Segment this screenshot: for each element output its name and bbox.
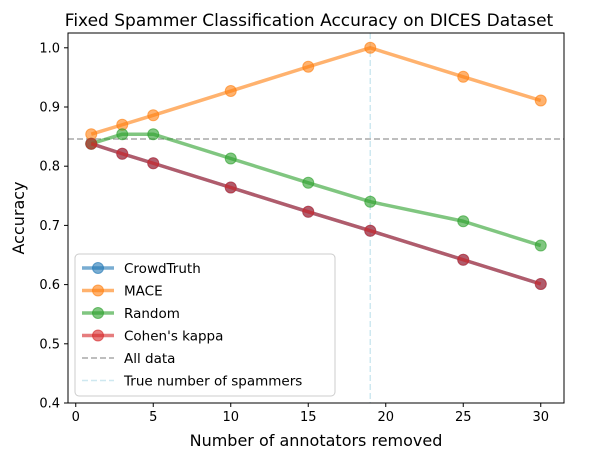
cohen-s-kappa-point [364, 224, 377, 237]
legend-entry-mace: MACE [82, 284, 163, 300]
cohen-s-kappa-point [534, 278, 547, 291]
mace-point [534, 94, 547, 107]
legend-swatch-marker [92, 262, 104, 274]
legend-entry-cohen-s-kappa: Cohen's kappa [82, 329, 223, 345]
x-axis-ticks: 0 5 10 15 20 25 30 [72, 403, 549, 425]
legend-swatch-marker [92, 307, 104, 319]
plot-frame [67, 32, 565, 404]
y-tick-label: 0.4 [39, 397, 60, 412]
series-cohen-s-kappa [85, 137, 547, 291]
cohen-s-kappa-point [147, 157, 160, 170]
data-series [85, 41, 547, 291]
legend-swatch-marker [92, 329, 104, 342]
cohen-s-kappa-point [85, 137, 98, 150]
legend-box [74, 253, 336, 397]
x-tick-label: 0 [72, 410, 80, 425]
chart-title: Fixed Spammer Classification Accuracy on… [65, 11, 554, 31]
legend: CrowdTruth MACE Random Cohen's kappa All dat… [74, 253, 336, 397]
mace-point [364, 41, 377, 54]
legend-label: CrowdTruth [124, 261, 201, 277]
legend-label: MACE [124, 284, 163, 300]
mace-point [302, 60, 315, 73]
x-tick-label: 25 [455, 410, 472, 425]
random-point [302, 176, 315, 189]
legend-entry-random: Random [82, 306, 180, 322]
x-axis-label: Number of annotators removed [190, 431, 443, 450]
random-point [224, 152, 237, 165]
legend-label: Cohen's kappa [124, 329, 223, 345]
random-point [457, 215, 470, 228]
cohen-s-kappa-point [116, 147, 129, 160]
legend-label: Random [124, 306, 180, 322]
legend-entry-all-data: All data [82, 351, 175, 367]
legend-entry-true-number-of-spammers: True number of spammers [82, 374, 302, 390]
legend-label: All data [124, 351, 175, 367]
cohen-s-kappa-point [457, 253, 470, 266]
mace-point [224, 85, 237, 98]
y-tick-label: 0.7 [39, 219, 60, 234]
y-axis-ticks: 0.4 0.5 0.6 0.7 0.8 0.9 1.0 [39, 41, 68, 412]
legend-entry-crowdtruth: CrowdTruth [82, 261, 201, 277]
y-axis-label: Accuracy [9, 181, 28, 254]
x-tick-label: 15 [300, 410, 317, 425]
y-tick-label: 0.6 [39, 278, 60, 293]
mace-point [457, 70, 470, 83]
legend-label: True number of spammers [123, 374, 302, 390]
y-tick-label: 0.9 [39, 101, 60, 116]
mace-point [147, 109, 160, 122]
random-point [147, 128, 160, 141]
random-point [364, 195, 377, 208]
x-tick-label: 20 [377, 410, 394, 425]
legend-swatch-marker [92, 284, 104, 297]
y-tick-label: 1.0 [39, 41, 60, 56]
x-tick-label: 30 [532, 410, 549, 425]
series-mace [85, 41, 547, 141]
cohen-s-kappa-point [302, 205, 315, 218]
x-tick-label: 5 [149, 410, 157, 425]
random-point [534, 239, 547, 252]
cohen-s-kappa-point [224, 181, 237, 194]
random-point [116, 128, 129, 141]
y-tick-label: 0.8 [39, 160, 60, 175]
y-tick-label: 0.5 [39, 337, 60, 352]
x-tick-label: 10 [222, 410, 239, 425]
